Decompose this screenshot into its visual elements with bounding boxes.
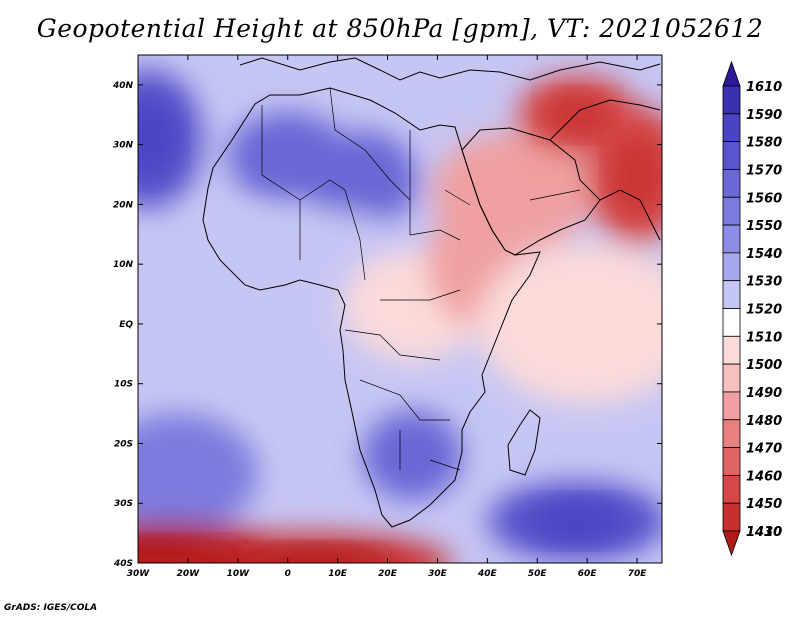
colorbar-arrow-top [722,60,741,87]
arabia-coastline [461,127,601,256]
field-saharan-high-east [307,130,418,231]
colorbar-label: 1480 [746,414,782,429]
colorbar-label: 1560 [746,191,782,206]
lon-tick-label: 40E [477,569,498,579]
africa-coastline [202,87,541,528]
colorbar-label: 1470 [746,442,782,457]
colorbar-label: 1430 [746,525,782,540]
colorbar-label: 1520 [746,303,782,318]
colorbar-label: 1500 [746,358,782,373]
colorbar-swatch [722,141,741,170]
lon-tick-label: 30E [428,569,448,579]
core-persian-low [544,92,611,137]
field-sahel-trough [222,210,403,271]
colorbar-label: 1610 [746,80,782,95]
colorbar-label: 1530 [746,275,782,290]
field-southern-africa-high [362,410,463,501]
lat-tick-label: 10S [114,380,133,390]
height-field [138,55,662,563]
colorbar-label: 1550 [746,219,782,234]
lat-tick-label: 10N [113,260,134,270]
colorbar-swatch [722,280,741,309]
lat-tick-label: 30N [113,141,134,151]
colorbar-label: 1590 [746,108,782,123]
colorbar-label: 1540 [746,247,782,262]
colorbar-arrow-bottom [722,530,741,557]
colorbar-swatch [722,169,741,198]
credit-label: GrADS: IGES/COLA [4,603,98,613]
colorbar: 1610 1590 1580 1570 1560 1550 1540 1530 1520 1510… [722,60,782,557]
lat-tick-label: 40N [112,81,134,91]
coastlines-and-borders [202,57,661,528]
lon-tick-label: 30W [127,569,151,579]
core-subtropical-high-atlantic-north [138,100,179,178]
core-pakistan-low [609,136,662,214]
colorbar-swatch [722,335,741,365]
lon-tick-label: 20W [177,569,201,579]
lon-tick-label: 70E [628,569,648,579]
colorbar-label: 1510 [746,330,782,345]
colorbar-swatch [722,391,741,421]
field-arabian-low [432,132,593,253]
plot-frame [137,54,663,564]
map-title: Geopotential Height at 850hPa [gpm], VT:… [36,14,764,43]
lon-tick-label: 10W [227,569,251,579]
lat-tick-label: 40S [113,559,133,569]
lon-tick-label: 60E [578,569,598,579]
colorbar-swatch [722,113,741,143]
colorbar-swatch [722,447,741,476]
colorbar-swatch [722,419,741,448]
colorbar-swatch [722,252,741,282]
colorbar-label: 1570 [746,163,782,178]
lat-tick-label: 20S [114,439,133,449]
colorbar-label: 1450 [746,497,782,512]
lon-tick-label: 10E [328,569,348,579]
colorbar-swatch [722,363,741,393]
colorbar-label: 1580 [746,136,782,151]
lat-tick-label: 30S [114,499,133,509]
core-mascarene-high [527,499,627,544]
colorbar-swatch [722,502,741,532]
madagascar-coastline [507,409,541,476]
core-southern-ocean-trough-west [138,541,251,563]
colorbar-swatch [722,308,741,337]
colorbar-label: 1460 [746,469,782,484]
field-indian-ocean-equatorial [477,243,662,404]
lon-tick-label: 0 [285,569,291,579]
colorbar-swatch [722,474,741,504]
lon-tick-label: 50E [528,569,548,579]
lat-tick-label: EQ [119,320,133,330]
colorbar-label: 1410 [746,525,782,540]
country-borders [261,87,581,471]
colorbar-swatch [722,224,741,254]
core-southern-ocean-trough-mid [235,546,390,563]
asia-coastline [549,99,661,241]
colorbar-swatch [722,196,741,226]
lon-tick-label: 20E [378,569,398,579]
field-south-atlantic-high [138,413,258,534]
colorbar-label: 1490 [746,386,782,401]
europe-coastline [239,57,661,81]
lat-tick-label: 20N [113,200,134,210]
colorbar-swatch [722,85,741,115]
